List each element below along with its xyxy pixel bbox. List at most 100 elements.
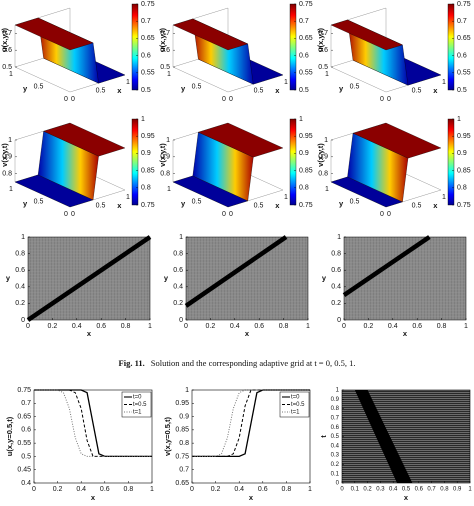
colorbar-tick-label: 0.95 — [141, 133, 155, 140]
y-tick-label: 0.5 — [34, 198, 44, 205]
y-tick-label: 0.95 — [175, 400, 189, 407]
grid-panel: 0 0.2 0.4 0.6 0.8 1 0 0.2 0.4 0.6 0.8 1 x y — [164, 234, 310, 338]
colorbar — [289, 3, 297, 91]
colorbar-tick-label: 0.8 — [299, 185, 309, 192]
x-tick-label: 0 — [184, 323, 188, 330]
colorbar — [289, 118, 297, 206]
y-tick-label: 1 — [325, 186, 329, 193]
box-edge — [14, 66, 71, 93]
y-tick-label: 0.5 — [350, 198, 360, 205]
y-tick-label: 0.8 — [331, 250, 341, 257]
y-tick-label: 0.2 — [331, 462, 340, 468]
y-tick-label: 1 — [336, 388, 340, 394]
z-tick-label: 0.6 — [318, 47, 328, 54]
mesh-area — [343, 236, 467, 321]
x-tick-label: 1 — [442, 194, 446, 201]
y-tick-label: 0.2 — [331, 300, 341, 307]
refined-band — [26, 235, 152, 322]
x-tick-label: 0.5 — [412, 202, 422, 209]
y-tick-label: 0 — [179, 317, 183, 324]
x-tick-label: 0 — [71, 211, 75, 218]
colorbar-tick-label: 0.65 — [457, 35, 471, 42]
y-axis-label: y — [322, 273, 327, 282]
x-tick-label: 1 — [148, 323, 152, 330]
z-axis-label: v(x,y,t) — [158, 143, 167, 167]
colorbar-tick-label: 0.9 — [141, 150, 151, 157]
colorbar-tick-label: 0.55 — [457, 70, 471, 77]
x-tick-label: 0 — [229, 96, 233, 103]
x-tick-label: 0.1 — [351, 487, 360, 493]
caption: Fig. 11. Solution and the corresponding a… — [119, 358, 356, 368]
x-tick-label: 0.5 — [96, 202, 106, 209]
y-tick-label: 0 — [64, 211, 68, 218]
x-tick-label: 1 — [284, 194, 288, 201]
colorbar-tick-label: 0.5 — [141, 87, 151, 94]
y-axis-label: y — [6, 273, 11, 282]
colorbar-tick-label: 0.7 — [141, 18, 151, 25]
y-axis-label: u(x,y=0.5,t) — [5, 416, 14, 456]
x-tick-label: 0.8 — [437, 323, 447, 330]
y-tick-label: 0 — [380, 211, 384, 218]
z-tick-label: 0.5 — [160, 64, 170, 71]
x-axis-label: x — [91, 493, 96, 502]
x-tick-label: 0.5 — [412, 87, 422, 94]
x-tick-label: 0.7 — [427, 487, 436, 493]
x-tick-label: 0.8 — [282, 486, 292, 493]
x-tick-label: 0.9 — [453, 487, 462, 493]
colorbar-tick-label: 0.85 — [457, 167, 471, 174]
x-tick-label: 0 — [229, 211, 233, 218]
grid-panel: 0 0.2 0.4 0.6 0.8 1 0 0.2 0.4 0.6 0.8 1 x y — [6, 234, 152, 338]
x-tick-label: 0.2 — [53, 486, 63, 493]
colorbar-tick-label: 0.75 — [457, 1, 471, 8]
colorbar-tick-label: 0.55 — [299, 70, 313, 77]
x-tick-label: 1 — [306, 323, 310, 330]
colorbar-tick-label: 0.6 — [457, 52, 467, 59]
x-tick-label: 0.8 — [124, 486, 134, 493]
x-axis-label: x — [433, 86, 438, 95]
colorbar-tick-label: 0.65 — [299, 35, 313, 42]
y-tick-label: 0.3 — [331, 453, 340, 459]
z-axis-label: u(x,y,t) — [158, 27, 167, 52]
x-tick-label: 0.4 — [230, 323, 240, 330]
x-tick-label: 1 — [464, 323, 468, 330]
legend-label: t=0.5 — [291, 402, 305, 408]
x-tick-label: 0 — [342, 323, 346, 330]
y-axis-label: y — [181, 84, 186, 93]
y-tick-label: 0.6 — [173, 267, 183, 274]
colorbar-tick-label: 0.85 — [141, 167, 155, 174]
z-tick-label: 0.9 — [160, 154, 170, 161]
x-tick-label: 0 — [340, 487, 344, 493]
y-tick-label: 0.75 — [17, 387, 31, 394]
x-axis-label: x — [275, 201, 280, 210]
high-plateau — [172, 18, 249, 51]
legend-label: t=1 — [133, 410, 142, 416]
y-tick-label: 0.8 — [15, 250, 25, 257]
y-tick-label: 0.4 — [21, 480, 31, 487]
colorbar — [131, 118, 139, 206]
z-axis-label: u(x,y,t) — [0, 27, 9, 52]
refined-band — [184, 235, 288, 308]
y-tick-label: 0.2 — [15, 300, 25, 307]
y-tick-label: 0 — [336, 481, 340, 487]
x-tick-label: 0 — [387, 211, 391, 218]
x-tick-label: 0.2 — [211, 486, 221, 493]
colorbar-tick-label: 0.6 — [299, 52, 309, 59]
z-tick-label: 0.7 — [2, 30, 12, 37]
caption-label: Fig. 11. — [119, 358, 145, 368]
z-tick-label: 1 — [324, 137, 328, 144]
colorbar-tick-label: 0.7 — [299, 18, 309, 25]
y-tick-label: 0 — [222, 211, 226, 218]
y-tick-label: 0.4 — [15, 284, 25, 291]
y-tick-label: 0.9 — [331, 397, 340, 403]
x-tick-label: 0.4 — [389, 487, 398, 493]
legend-label: t=0.5 — [133, 402, 147, 408]
legend-label: t=0 — [291, 395, 300, 401]
x-tick-label: 1 — [284, 79, 288, 86]
x-tick-label: 0.6 — [96, 323, 106, 330]
colorbar-tick-label: 0.95 — [299, 133, 313, 140]
high-plateau — [197, 122, 284, 158]
y-tick-label: 0.9 — [179, 413, 189, 420]
